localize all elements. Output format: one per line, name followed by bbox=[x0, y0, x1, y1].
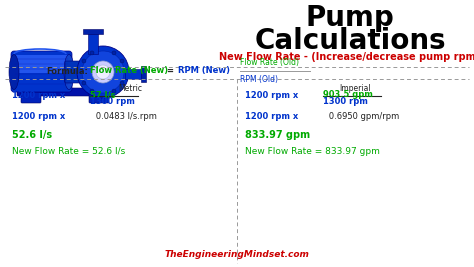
Text: 1200 rpm x: 1200 rpm x bbox=[245, 112, 298, 121]
Ellipse shape bbox=[82, 81, 86, 85]
Ellipse shape bbox=[64, 54, 74, 89]
Ellipse shape bbox=[120, 59, 124, 63]
Text: RPM (New): RPM (New) bbox=[178, 66, 230, 76]
Ellipse shape bbox=[90, 89, 94, 93]
Text: Metric: Metric bbox=[118, 84, 142, 93]
Text: 833.97 gpm: 833.97 gpm bbox=[245, 130, 310, 140]
Text: 1300 rpm: 1300 rpm bbox=[323, 97, 368, 106]
Ellipse shape bbox=[92, 61, 114, 83]
FancyBboxPatch shape bbox=[21, 92, 41, 103]
Ellipse shape bbox=[112, 89, 116, 93]
Text: Pump: Pump bbox=[306, 4, 394, 32]
Bar bbox=[88, 32, 98, 54]
Text: 52.6 l/s: 52.6 l/s bbox=[12, 130, 52, 140]
Text: Imperial: Imperial bbox=[339, 84, 371, 93]
FancyBboxPatch shape bbox=[15, 55, 69, 73]
Text: New Flow Rate - (Increase/decrease pump rpm): New Flow Rate - (Increase/decrease pump … bbox=[219, 52, 474, 62]
FancyBboxPatch shape bbox=[65, 61, 81, 83]
Text: Formula:: Formula: bbox=[46, 66, 88, 76]
Text: RPM (Old): RPM (Old) bbox=[240, 75, 278, 84]
Bar bbox=[125, 69, 143, 79]
Text: TheEngineeringMindset.com: TheEngineeringMindset.com bbox=[164, 250, 310, 259]
Text: 57 l/s: 57 l/s bbox=[90, 90, 115, 99]
Text: Flow Rate (New): Flow Rate (New) bbox=[90, 66, 168, 76]
Ellipse shape bbox=[82, 59, 86, 63]
Bar bbox=[83, 29, 103, 34]
Bar bbox=[141, 66, 146, 82]
Text: 1300 rpm: 1300 rpm bbox=[90, 97, 135, 106]
Text: 0.6950 gpm/rpm: 0.6950 gpm/rpm bbox=[321, 112, 399, 121]
FancyBboxPatch shape bbox=[11, 51, 72, 92]
Text: =: = bbox=[166, 66, 173, 76]
Ellipse shape bbox=[9, 54, 19, 89]
Text: 0.0483 l/s.rpm: 0.0483 l/s.rpm bbox=[88, 112, 157, 121]
Ellipse shape bbox=[96, 65, 110, 79]
Text: New Flow Rate = 833.97 gpm: New Flow Rate = 833.97 gpm bbox=[245, 147, 380, 156]
Text: Flow Rate (Old): Flow Rate (Old) bbox=[240, 58, 299, 67]
Ellipse shape bbox=[120, 81, 124, 85]
Ellipse shape bbox=[90, 51, 94, 55]
Ellipse shape bbox=[77, 46, 129, 98]
FancyBboxPatch shape bbox=[89, 92, 109, 103]
Text: 1200 rpm x: 1200 rpm x bbox=[12, 91, 65, 100]
Text: Calculations: Calculations bbox=[254, 27, 446, 55]
Text: 903.5 gpm: 903.5 gpm bbox=[323, 90, 373, 99]
Ellipse shape bbox=[112, 51, 116, 55]
Text: 1200 rpm x: 1200 rpm x bbox=[245, 91, 298, 100]
Text: New Flow Rate = 52.6 l/s: New Flow Rate = 52.6 l/s bbox=[12, 147, 125, 156]
Text: 1200 rpm x: 1200 rpm x bbox=[12, 112, 65, 121]
FancyBboxPatch shape bbox=[17, 88, 114, 96]
Ellipse shape bbox=[82, 51, 124, 93]
